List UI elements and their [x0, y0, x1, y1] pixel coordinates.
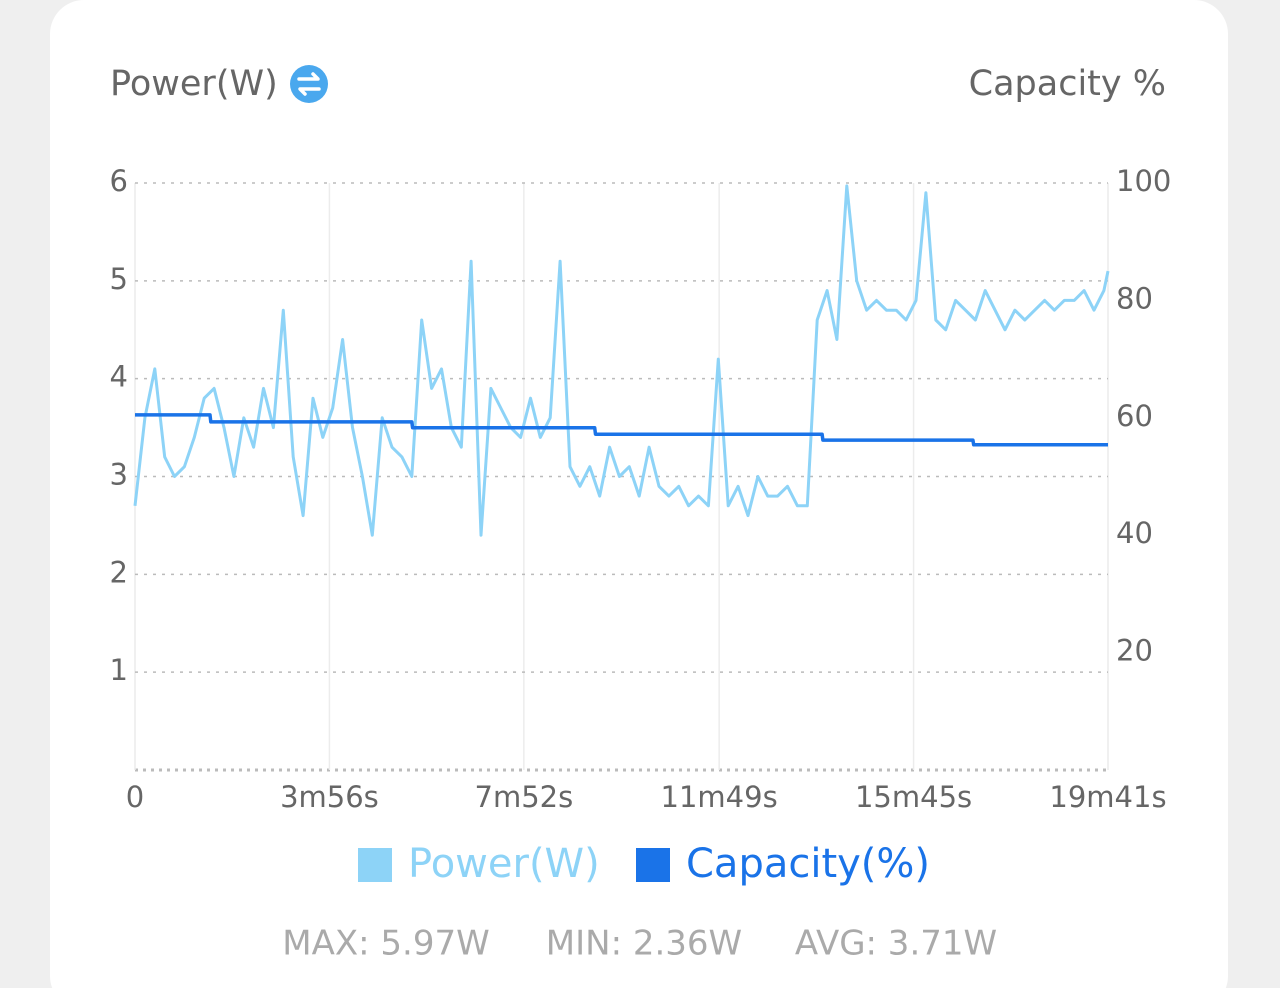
x-tick-label: 3m56s [280, 780, 379, 814]
x-tick-label: 15m45s [855, 780, 972, 814]
legend-label: Capacity(%) [686, 841, 930, 887]
x-tick-label: 7m52s [475, 780, 574, 814]
y-tick-label: 2 [110, 555, 128, 589]
series-line [135, 413, 1108, 447]
y-tick-label: 1 [110, 653, 128, 687]
y2-tick-label: 40 [1116, 516, 1153, 550]
legend-label: Power(W) [408, 841, 600, 887]
y2-tick-label: 80 [1116, 281, 1153, 315]
legend-swatch [636, 848, 670, 882]
y-tick-label: 3 [110, 458, 128, 492]
y2-tick-label: 20 [1116, 634, 1153, 668]
y-axis-title: Power(W) [110, 64, 278, 104]
x-tick-label: 11m49s [661, 780, 778, 814]
swap-icon[interactable] [290, 65, 328, 103]
y2-axis-title: Capacity % [969, 64, 1166, 104]
x-tick-label: 19m41s [1049, 780, 1166, 814]
x-tick-label: 0 [126, 780, 144, 814]
stat-min: MIN: 2.36W [546, 924, 742, 964]
stat-max: MAX: 5.97W [282, 924, 489, 964]
stat-avg: AVG: 3.71W [795, 924, 997, 964]
y2-tick-label: 60 [1116, 399, 1153, 433]
y2-tick-label: 100 [1116, 164, 1171, 198]
y-tick-label: 4 [110, 360, 128, 394]
y-tick-label: 5 [110, 262, 128, 296]
series-line [133, 184, 1110, 537]
legend-swatch [358, 848, 392, 882]
y-tick-label: 6 [110, 164, 128, 198]
